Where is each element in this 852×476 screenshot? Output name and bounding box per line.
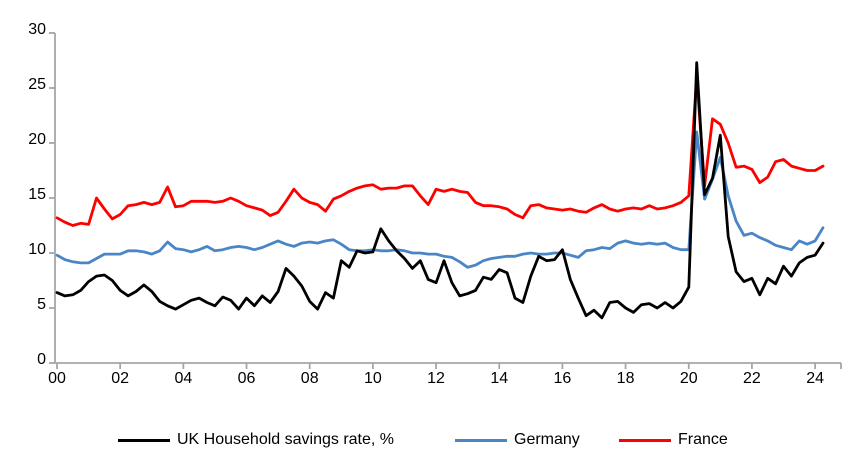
x-tick-label: 24	[806, 370, 824, 387]
y-tick-label: 0	[37, 351, 46, 368]
x-tick-label: 10	[364, 370, 382, 387]
uk-legend-label: UK Household savings rate, %	[177, 431, 394, 448]
france-legend-line-sample	[619, 438, 671, 442]
y-tick-label: 10	[28, 241, 46, 258]
germany-legend-label: Germany	[514, 431, 580, 448]
x-tick-label: 06	[238, 370, 256, 387]
france-line	[55, 75, 825, 227]
x-tick-label: 00	[48, 370, 66, 387]
legend-item-uk: UK Household savings rate, %	[118, 428, 394, 452]
legend-item-france: France	[619, 428, 728, 452]
x-tick-label: 16	[554, 370, 572, 387]
france-legend-label: France	[678, 431, 728, 448]
x-tick-label: 08	[301, 370, 319, 387]
x-tick-label: 22	[743, 370, 761, 387]
y-tick-label: 20	[28, 131, 46, 148]
x-tick-label: 02	[111, 370, 129, 387]
chart-legend: UK Household savings rate, % Germany Fra…	[0, 428, 852, 452]
x-tick-label: 12	[427, 370, 445, 387]
y-tick-label: 15	[28, 186, 46, 203]
x-tick-label: 20	[680, 370, 698, 387]
x-tick-label: 18	[617, 370, 635, 387]
y-tick-label: 5	[37, 296, 46, 313]
uk-line	[55, 61, 825, 320]
germany-legend-line-sample	[455, 438, 507, 442]
legend-item-germany: Germany	[455, 428, 580, 452]
y-tick-label: 25	[28, 76, 46, 93]
chart-plot-area: 0 5 10 15 20 25 30 00 02 04 06 08 10 12 14 16 18 20 22 24	[28, 21, 842, 387]
y-tick-label: 30	[28, 21, 46, 38]
x-tick-label: 14	[490, 370, 508, 387]
germany-line	[55, 130, 825, 269]
x-tick-label: 04	[174, 370, 192, 387]
uk-legend-line-sample	[118, 438, 170, 442]
